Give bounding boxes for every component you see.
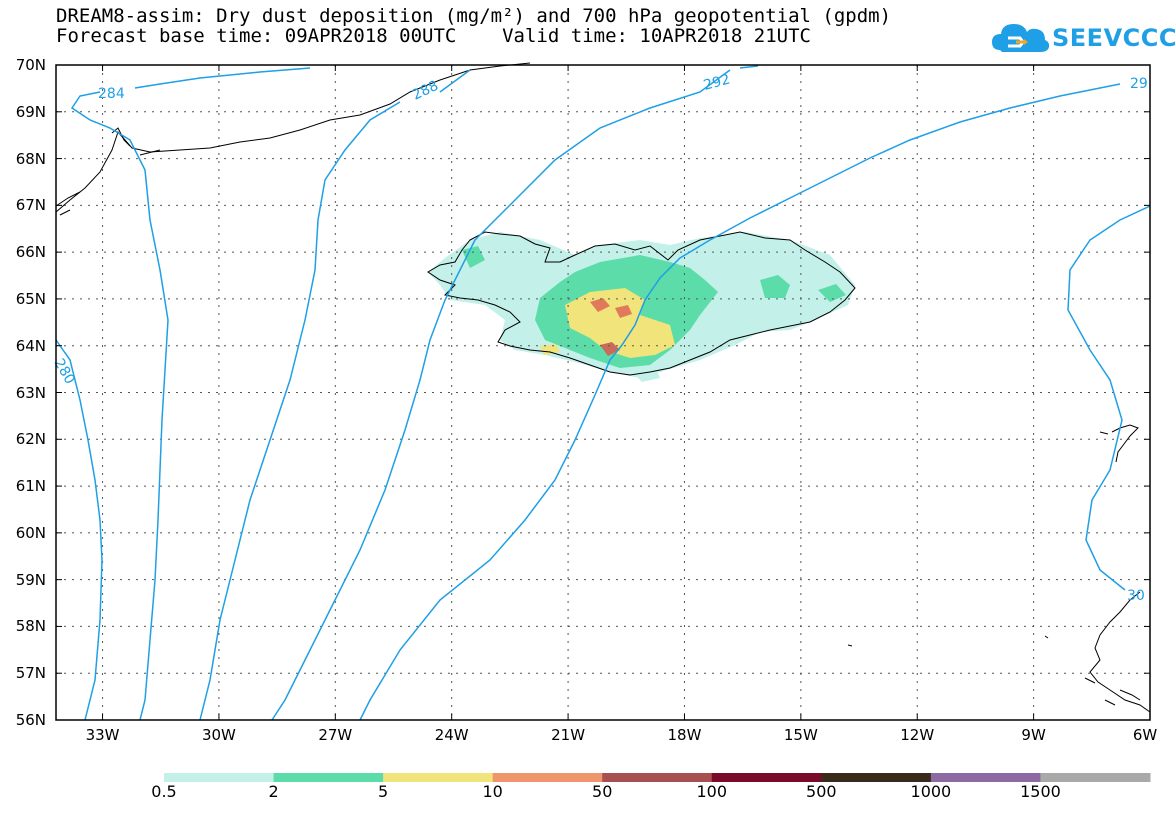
colorbar-swatch — [821, 773, 932, 782]
contour-label-280: 280 — [51, 356, 78, 387]
lat-label: 68N — [15, 149, 46, 168]
contour-labels: 284 288 292 29 280 30 — [51, 71, 1148, 604]
lat-label: 70N — [15, 56, 46, 74]
lat-label: 66N — [15, 243, 46, 262]
lat-label: 59N — [15, 570, 46, 589]
colorbar — [164, 773, 1151, 782]
axis-ticks — [56, 64, 1151, 721]
colorbar-swatch — [930, 773, 1041, 782]
lat-label: 58N — [15, 617, 46, 636]
lon-label: 9W — [1021, 726, 1046, 744]
grid-lines — [56, 65, 1150, 720]
seevccc-logo: SEEVCCC — [990, 16, 1175, 60]
lat-label: 64N — [15, 336, 46, 355]
lat-label: 57N — [15, 664, 46, 683]
lon-label: 24W — [434, 726, 469, 744]
contour-label-30: 30 — [1127, 588, 1145, 604]
lon-label: 18W — [667, 726, 702, 744]
contour-label-292: 292 — [702, 71, 732, 93]
colorbar-swatch — [711, 773, 822, 782]
lat-label: 69N — [15, 102, 46, 121]
colorbar-label: 1500 — [1020, 782, 1061, 801]
logo-text: SEEVCCC — [1052, 24, 1175, 52]
colorbar-swatch — [1040, 773, 1151, 782]
map-title-line1: DREAM8-assim: Dry dust deposition (mg/m²… — [56, 5, 892, 27]
lon-label: 27W — [318, 726, 353, 744]
colorbar-swatch — [273, 773, 384, 782]
colorbar-label: 2 — [268, 782, 279, 801]
lat-label: 63N — [15, 383, 46, 402]
lon-label: 30W — [201, 726, 236, 744]
lon-label: 6W — [1132, 726, 1158, 744]
colorbar-swatch — [383, 773, 494, 782]
contour-label-29: 29 — [1130, 76, 1148, 92]
cloud-icon — [992, 24, 1050, 52]
coastlines — [55, 62, 1151, 713]
lon-label: 33W — [85, 726, 120, 744]
contour-label-284: 284 — [98, 86, 125, 102]
map-title-line2: Forecast base time: 09APR2018 00UTC Vali… — [56, 25, 811, 47]
colorbar-label: 100 — [696, 782, 728, 801]
lat-label: 67N — [15, 196, 46, 215]
lon-label: 15W — [783, 726, 818, 744]
lat-label: 62N — [15, 430, 46, 449]
colorbar-label: 1000 — [910, 782, 952, 801]
colorbar-swatch — [602, 773, 713, 782]
lat-label: 65N — [15, 289, 46, 308]
lon-label: 21W — [551, 726, 586, 744]
lat-label: 61N — [15, 477, 46, 496]
colorbar-label: 50 — [592, 782, 613, 801]
colorbar-label: 10 — [482, 782, 503, 801]
colorbar-swatch — [164, 773, 275, 782]
lat-label: 60N — [15, 523, 46, 542]
lon-label: 12W — [900, 726, 935, 744]
dust-deposition-field — [428, 232, 855, 382]
colorbar-label: 0.5 — [151, 782, 177, 801]
colorbar-label: 5 — [378, 782, 389, 801]
lat-label: 56N — [15, 711, 46, 729]
colorbar-label: 500 — [806, 782, 837, 801]
colorbar-swatch — [492, 773, 603, 782]
geopotential-contours — [55, 65, 1151, 721]
